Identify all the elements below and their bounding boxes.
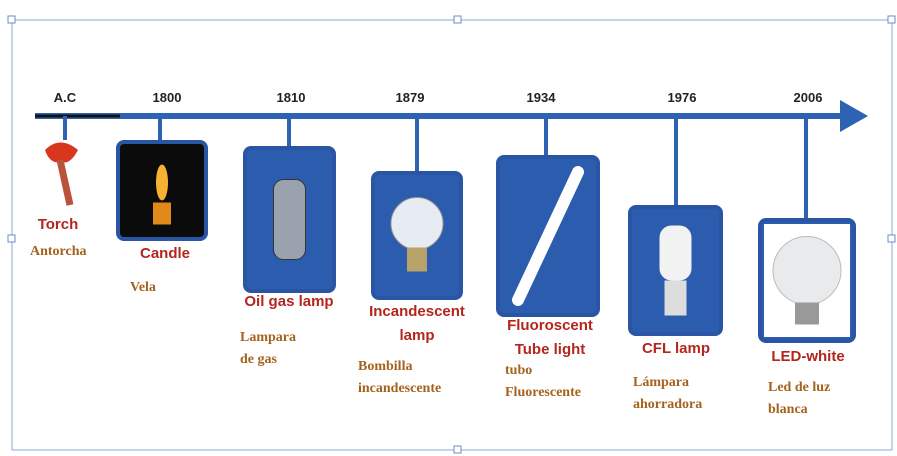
bulb-base <box>407 248 427 272</box>
translation: Lámpara <box>633 375 689 390</box>
torch-flame <box>45 143 78 163</box>
year-label: 1879 <box>396 90 425 105</box>
translation: blanca <box>768 402 808 417</box>
year-label: 2006 <box>794 90 823 105</box>
translation: Fluorescente <box>505 385 581 400</box>
translation: de gas <box>240 352 278 367</box>
label: Torch <box>38 216 79 233</box>
translation: tubo <box>505 363 532 378</box>
translation: Bombilla <box>358 359 412 374</box>
torch-handle <box>60 160 70 205</box>
cfl-spiral <box>660 226 692 281</box>
nodes: A.C Torch Antorcha 1800 Candle Vela 1810 Oil ga… <box>30 90 854 417</box>
led-bulb <box>773 237 841 305</box>
timeline-diagram: A.C Torch Antorcha 1800 Candle Vela 1810 Oil ga… <box>0 0 897 456</box>
translation: ahorradora <box>633 397 702 412</box>
label: Tube light <box>515 341 586 358</box>
year-label: 1800 <box>153 90 182 105</box>
bulb <box>391 198 443 250</box>
label: LED-white <box>771 348 844 365</box>
year-label: 1810 <box>277 90 306 105</box>
candle-body <box>153 203 171 225</box>
translation: incandescente <box>358 381 441 396</box>
translation: Vela <box>130 280 156 295</box>
label: CFL lamp <box>642 340 710 357</box>
candle-flame <box>156 165 168 201</box>
translation: Antorcha <box>30 244 87 259</box>
arrow-head <box>840 100 868 132</box>
label: Incandescent <box>369 303 465 320</box>
led-base <box>795 303 819 325</box>
label: lamp <box>399 327 434 344</box>
label: Oil gas lamp <box>244 293 333 310</box>
label: Fluoroscent <box>507 317 593 334</box>
translation: Led de luz <box>768 380 830 395</box>
year-label: A.C <box>54 90 77 105</box>
cfl-base <box>665 281 687 316</box>
year-label: 1934 <box>527 90 557 105</box>
year-label: 1976 <box>668 90 697 105</box>
lantern <box>274 180 306 260</box>
label: Candle <box>140 245 190 262</box>
translation: Lampara <box>240 330 296 345</box>
